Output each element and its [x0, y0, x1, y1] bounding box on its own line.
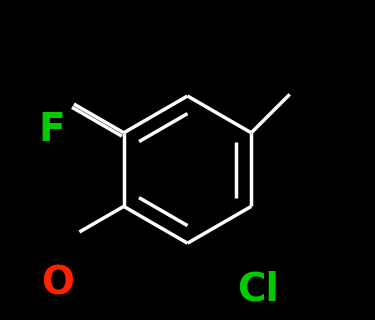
- Text: O: O: [41, 264, 74, 302]
- Text: Cl: Cl: [237, 271, 279, 308]
- Text: F: F: [38, 111, 65, 148]
